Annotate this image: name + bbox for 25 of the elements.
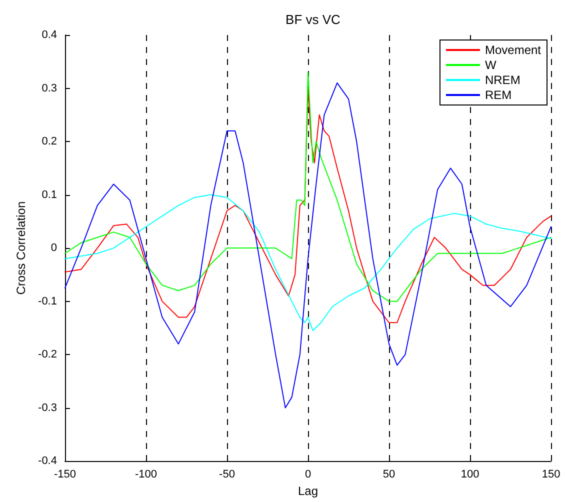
legend-label: REM [484, 88, 512, 102]
chart-title: BF vs VC [286, 12, 340, 27]
y-tick-label: 0.2 [42, 136, 57, 148]
y-tick-label: -0.3 [38, 402, 57, 414]
x-tick-label: -50 [219, 468, 235, 481]
legend-label: NREM [484, 73, 520, 87]
y-tick-label: 0.4 [42, 29, 57, 41]
line-series [64, 82, 552, 408]
line-series [64, 194, 552, 332]
y-tick-label: 0.3 [42, 82, 57, 94]
y-tick-label: -0.4 [38, 455, 57, 468]
y-axis-title: Cross Correlation [14, 201, 28, 295]
legend-label: Movement [484, 43, 542, 57]
x-tick-label: -150 [54, 468, 76, 481]
x-axis-title: Lag [298, 484, 318, 498]
x-tick-label: 50 [382, 468, 396, 481]
x-tick-label: 150 [542, 468, 560, 481]
y-tick-label: 0.1 [42, 188, 57, 201]
y-tick-label: -0.1 [38, 295, 57, 308]
x-tick-label: 0 [304, 468, 312, 481]
y-tick-label: -0.2 [38, 348, 57, 361]
x-tick-label: -100 [134, 468, 158, 481]
legend-label: W [484, 58, 497, 72]
y-tick-label: 0 [50, 242, 57, 254]
x-tick-label: 100 [460, 468, 480, 481]
